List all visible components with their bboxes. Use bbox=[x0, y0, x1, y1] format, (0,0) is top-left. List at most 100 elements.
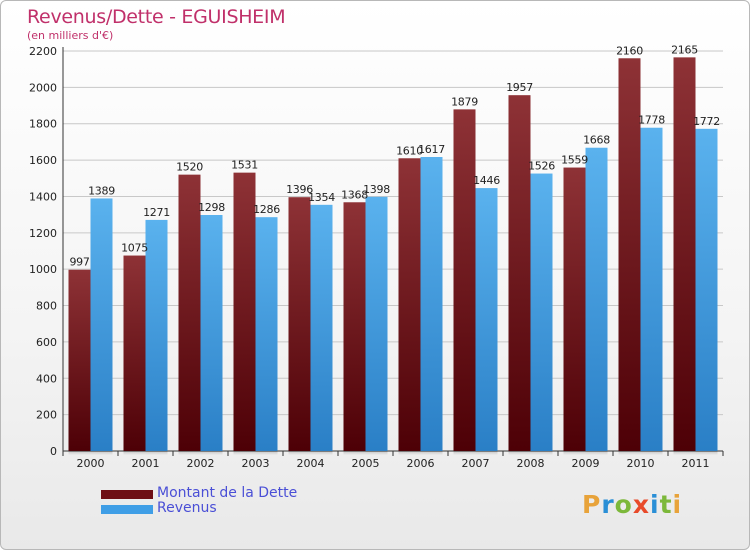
y-tick-label: 0 bbox=[50, 445, 57, 458]
x-tick-label: 2009 bbox=[572, 457, 600, 470]
bar-revenus bbox=[640, 127, 663, 452]
x-tick-label: 2011 bbox=[682, 457, 710, 470]
y-tick-label: 800 bbox=[36, 300, 57, 313]
bar-revenus bbox=[255, 217, 278, 451]
bar-shadow bbox=[343, 451, 388, 455]
data-label-revenus: 1389 bbox=[88, 184, 115, 197]
bar-shadow bbox=[68, 451, 113, 455]
bar-revenus bbox=[200, 215, 223, 451]
data-label-revenus: 1446 bbox=[473, 174, 500, 187]
x-tick-label: 2001 bbox=[132, 457, 160, 470]
bar-shadow bbox=[453, 451, 498, 455]
data-label-dette: 1559 bbox=[561, 154, 588, 167]
y-tick-label: 1600 bbox=[29, 154, 57, 167]
chart-title: Revenus/Dette - EGUISHEIM bbox=[27, 6, 286, 28]
bar-revenus bbox=[585, 147, 608, 451]
bar-dette bbox=[68, 269, 91, 451]
data-label-dette: 1531 bbox=[231, 159, 258, 172]
x-tick-label: 2008 bbox=[517, 457, 545, 470]
bar-shadow bbox=[288, 451, 333, 455]
bar-shadow bbox=[563, 451, 608, 455]
x-tick-label: 2005 bbox=[352, 457, 380, 470]
data-label-revenus: 1354 bbox=[308, 191, 335, 204]
bar-dette bbox=[123, 255, 146, 451]
data-label-revenus: 1772 bbox=[693, 115, 720, 128]
legend-label-revenus: Revenus bbox=[157, 500, 217, 516]
legend-label-dette: Montant de la Dette bbox=[157, 485, 298, 501]
data-label-dette: 1879 bbox=[451, 95, 478, 108]
bar-revenus bbox=[420, 157, 443, 451]
logo-letter: i bbox=[672, 490, 683, 519]
x-tick-label: 2003 bbox=[242, 457, 270, 470]
bar-dette bbox=[508, 95, 531, 451]
bar-revenus bbox=[365, 196, 388, 451]
bar-revenus bbox=[145, 219, 168, 451]
data-label-dette: 1520 bbox=[176, 161, 203, 174]
logo-letter: t bbox=[659, 490, 673, 519]
bar-revenus bbox=[90, 198, 113, 451]
logo-letter: i bbox=[650, 490, 660, 519]
legend-swatch-dette bbox=[101, 490, 153, 499]
y-tick-label: 1000 bbox=[29, 263, 57, 276]
x-tick-label: 2000 bbox=[77, 457, 105, 470]
proxiti-logo: Proxiti bbox=[582, 490, 682, 519]
x-tick-label: 2004 bbox=[297, 457, 325, 470]
data-label-dette: 1368 bbox=[341, 188, 368, 201]
logo-letter: P bbox=[582, 490, 602, 519]
logo-letter: o bbox=[614, 490, 633, 519]
data-label-dette: 2165 bbox=[671, 43, 698, 56]
data-label-revenus: 1286 bbox=[253, 203, 280, 216]
bar-dette bbox=[343, 202, 366, 451]
bar-dette bbox=[563, 167, 586, 451]
legend-swatch-revenus bbox=[101, 505, 153, 514]
data-label-dette: 1075 bbox=[121, 242, 148, 255]
bar-shadow bbox=[673, 451, 718, 455]
logo-letter: r bbox=[601, 490, 615, 519]
chart-subtitle: (en milliers d'€) bbox=[27, 29, 114, 42]
data-label-revenus: 1617 bbox=[418, 143, 445, 156]
bar-shadow bbox=[618, 451, 663, 455]
bar-dette bbox=[618, 58, 641, 451]
data-label-dette: 1957 bbox=[506, 81, 533, 94]
data-label-revenus: 1526 bbox=[528, 160, 555, 173]
data-label-dette: 1610 bbox=[396, 144, 423, 157]
bar-shadow bbox=[178, 451, 223, 455]
bars bbox=[68, 57, 718, 455]
bar-revenus bbox=[475, 188, 498, 451]
data-label-dette: 1396 bbox=[286, 183, 313, 196]
y-tick-label: 400 bbox=[36, 372, 57, 385]
y-tick-label: 1400 bbox=[29, 190, 57, 203]
data-label-dette: 997 bbox=[69, 256, 89, 269]
bar-revenus bbox=[310, 204, 333, 451]
bar-shadow bbox=[233, 451, 278, 455]
grid-lines bbox=[63, 50, 723, 452]
x-tick-label: 2010 bbox=[627, 457, 655, 470]
bar-dette bbox=[288, 197, 311, 451]
bar-dette bbox=[398, 158, 421, 452]
y-tick-label: 1800 bbox=[29, 118, 57, 131]
bar-shadow bbox=[123, 451, 168, 455]
bar-shadow bbox=[508, 451, 553, 455]
y-tick-label: 600 bbox=[36, 336, 57, 349]
x-tick-label: 2007 bbox=[462, 457, 490, 470]
y-tick-label: 1200 bbox=[29, 227, 57, 240]
bar-dette bbox=[233, 172, 256, 452]
bar-revenus bbox=[695, 128, 718, 451]
bar-dette bbox=[453, 109, 476, 451]
bar-dette bbox=[178, 174, 201, 452]
data-label-revenus: 1778 bbox=[638, 114, 665, 127]
bar-revenus bbox=[530, 173, 553, 451]
y-tick-label: 2000 bbox=[29, 81, 57, 94]
data-label-revenus: 1668 bbox=[583, 134, 610, 147]
axes: 0 200 400 600 800 1000 1200 1400 1600 1800 2000 220… bbox=[29, 45, 724, 470]
y-tick-label: 200 bbox=[36, 409, 57, 422]
data-label-revenus: 1271 bbox=[143, 206, 170, 219]
data-label-revenus: 1298 bbox=[198, 201, 225, 214]
x-tick-label: 2006 bbox=[407, 457, 435, 470]
data-label-revenus: 1398 bbox=[363, 183, 390, 196]
bar-shadow bbox=[398, 451, 443, 455]
data-label-dette: 2160 bbox=[616, 44, 643, 57]
